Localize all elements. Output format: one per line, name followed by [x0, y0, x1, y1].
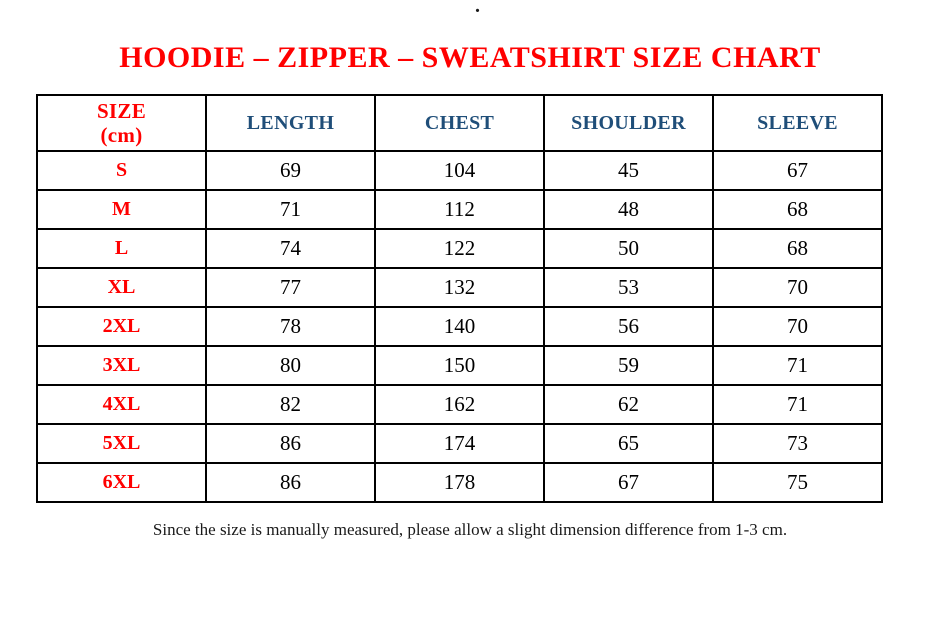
length-cell: 86 [205, 423, 376, 464]
size-header-unit: (cm) [100, 123, 143, 147]
column-header-sleeve: SLEEVE [712, 94, 883, 152]
table-row: L 74 122 50 68 [36, 228, 883, 269]
sleeve-cell: 67 [712, 150, 883, 191]
sleeve-cell: 73 [712, 423, 883, 464]
size-cell: 5XL [36, 423, 207, 464]
chest-cell: 140 [374, 306, 545, 347]
chest-cell: 178 [374, 462, 545, 503]
shoulder-cell: 65 [543, 423, 714, 464]
chest-cell: 112 [374, 189, 545, 230]
sleeve-cell: 70 [712, 306, 883, 347]
measurement-footnote: Since the size is manually measured, ple… [152, 520, 788, 539]
chest-cell: 132 [374, 267, 545, 308]
sleeve-cell: 68 [712, 228, 883, 269]
chest-cell: 174 [374, 423, 545, 464]
size-cell: 3XL [36, 345, 207, 386]
size-cell: S [36, 150, 207, 191]
size-cell: L [36, 228, 207, 269]
shoulder-cell: 48 [543, 189, 714, 230]
table-row: 6XL 86 178 67 75 [36, 462, 883, 503]
sleeve-cell: 71 [712, 345, 883, 386]
length-cell: 69 [205, 150, 376, 191]
size-cell: XL [36, 267, 207, 308]
page-title: HOODIE – ZIPPER – SWEATSHIRT SIZE CHART [119, 41, 821, 74]
length-cell: 78 [205, 306, 376, 347]
table-row: S 69 104 45 67 [36, 150, 883, 191]
column-header-size: SIZE (cm) [36, 94, 207, 152]
shoulder-cell: 50 [543, 228, 714, 269]
sleeve-cell: 68 [712, 189, 883, 230]
chest-cell: 104 [374, 150, 545, 191]
length-cell: 74 [205, 228, 376, 269]
sleeve-cell: 71 [712, 384, 883, 425]
sleeve-cell: 70 [712, 267, 883, 308]
chest-cell: 150 [374, 345, 545, 386]
column-header-length: LENGTH [205, 94, 376, 152]
chest-cell: 162 [374, 384, 545, 425]
size-cell: 4XL [36, 384, 207, 425]
length-cell: 80 [205, 345, 376, 386]
table-row: 5XL 86 174 65 73 [36, 423, 883, 464]
table-row: M 71 112 48 68 [36, 189, 883, 230]
length-cell: 71 [205, 189, 376, 230]
length-cell: 82 [205, 384, 376, 425]
length-cell: 77 [205, 267, 376, 308]
shoulder-cell: 67 [543, 462, 714, 503]
size-cell: 2XL [36, 306, 207, 347]
header-row: SIZE (cm) LENGTH CHEST SHOULDER SLEEVE [36, 94, 883, 152]
column-header-shoulder: SHOULDER [543, 94, 714, 152]
length-cell: 86 [205, 462, 376, 503]
column-header-chest: CHEST [374, 94, 545, 152]
size-header-label: SIZE [96, 98, 147, 123]
shoulder-cell: 56 [543, 306, 714, 347]
size-cell: 6XL [36, 462, 207, 503]
table-row: XL 77 132 53 70 [36, 267, 883, 308]
table-row: 3XL 80 150 59 71 [36, 345, 883, 386]
shoulder-cell: 62 [543, 384, 714, 425]
table-row: 4XL 82 162 62 71 [36, 384, 883, 425]
shoulder-cell: 53 [543, 267, 714, 308]
table-row: 2XL 78 140 56 70 [36, 306, 883, 347]
shoulder-cell: 45 [543, 150, 714, 191]
chest-cell: 122 [374, 228, 545, 269]
shoulder-cell: 59 [543, 345, 714, 386]
sleeve-cell: 75 [712, 462, 883, 503]
stray-dot-mark: . [475, 0, 480, 17]
table-header: SIZE (cm) LENGTH CHEST SHOULDER SLEEVE [36, 94, 883, 152]
table-body: S 69 104 45 67 M 71 112 48 68 L 74 122 5… [36, 150, 883, 503]
size-chart-table: SIZE (cm) LENGTH CHEST SHOULDER SLEEVE S… [36, 94, 883, 503]
size-cell: M [36, 189, 207, 230]
